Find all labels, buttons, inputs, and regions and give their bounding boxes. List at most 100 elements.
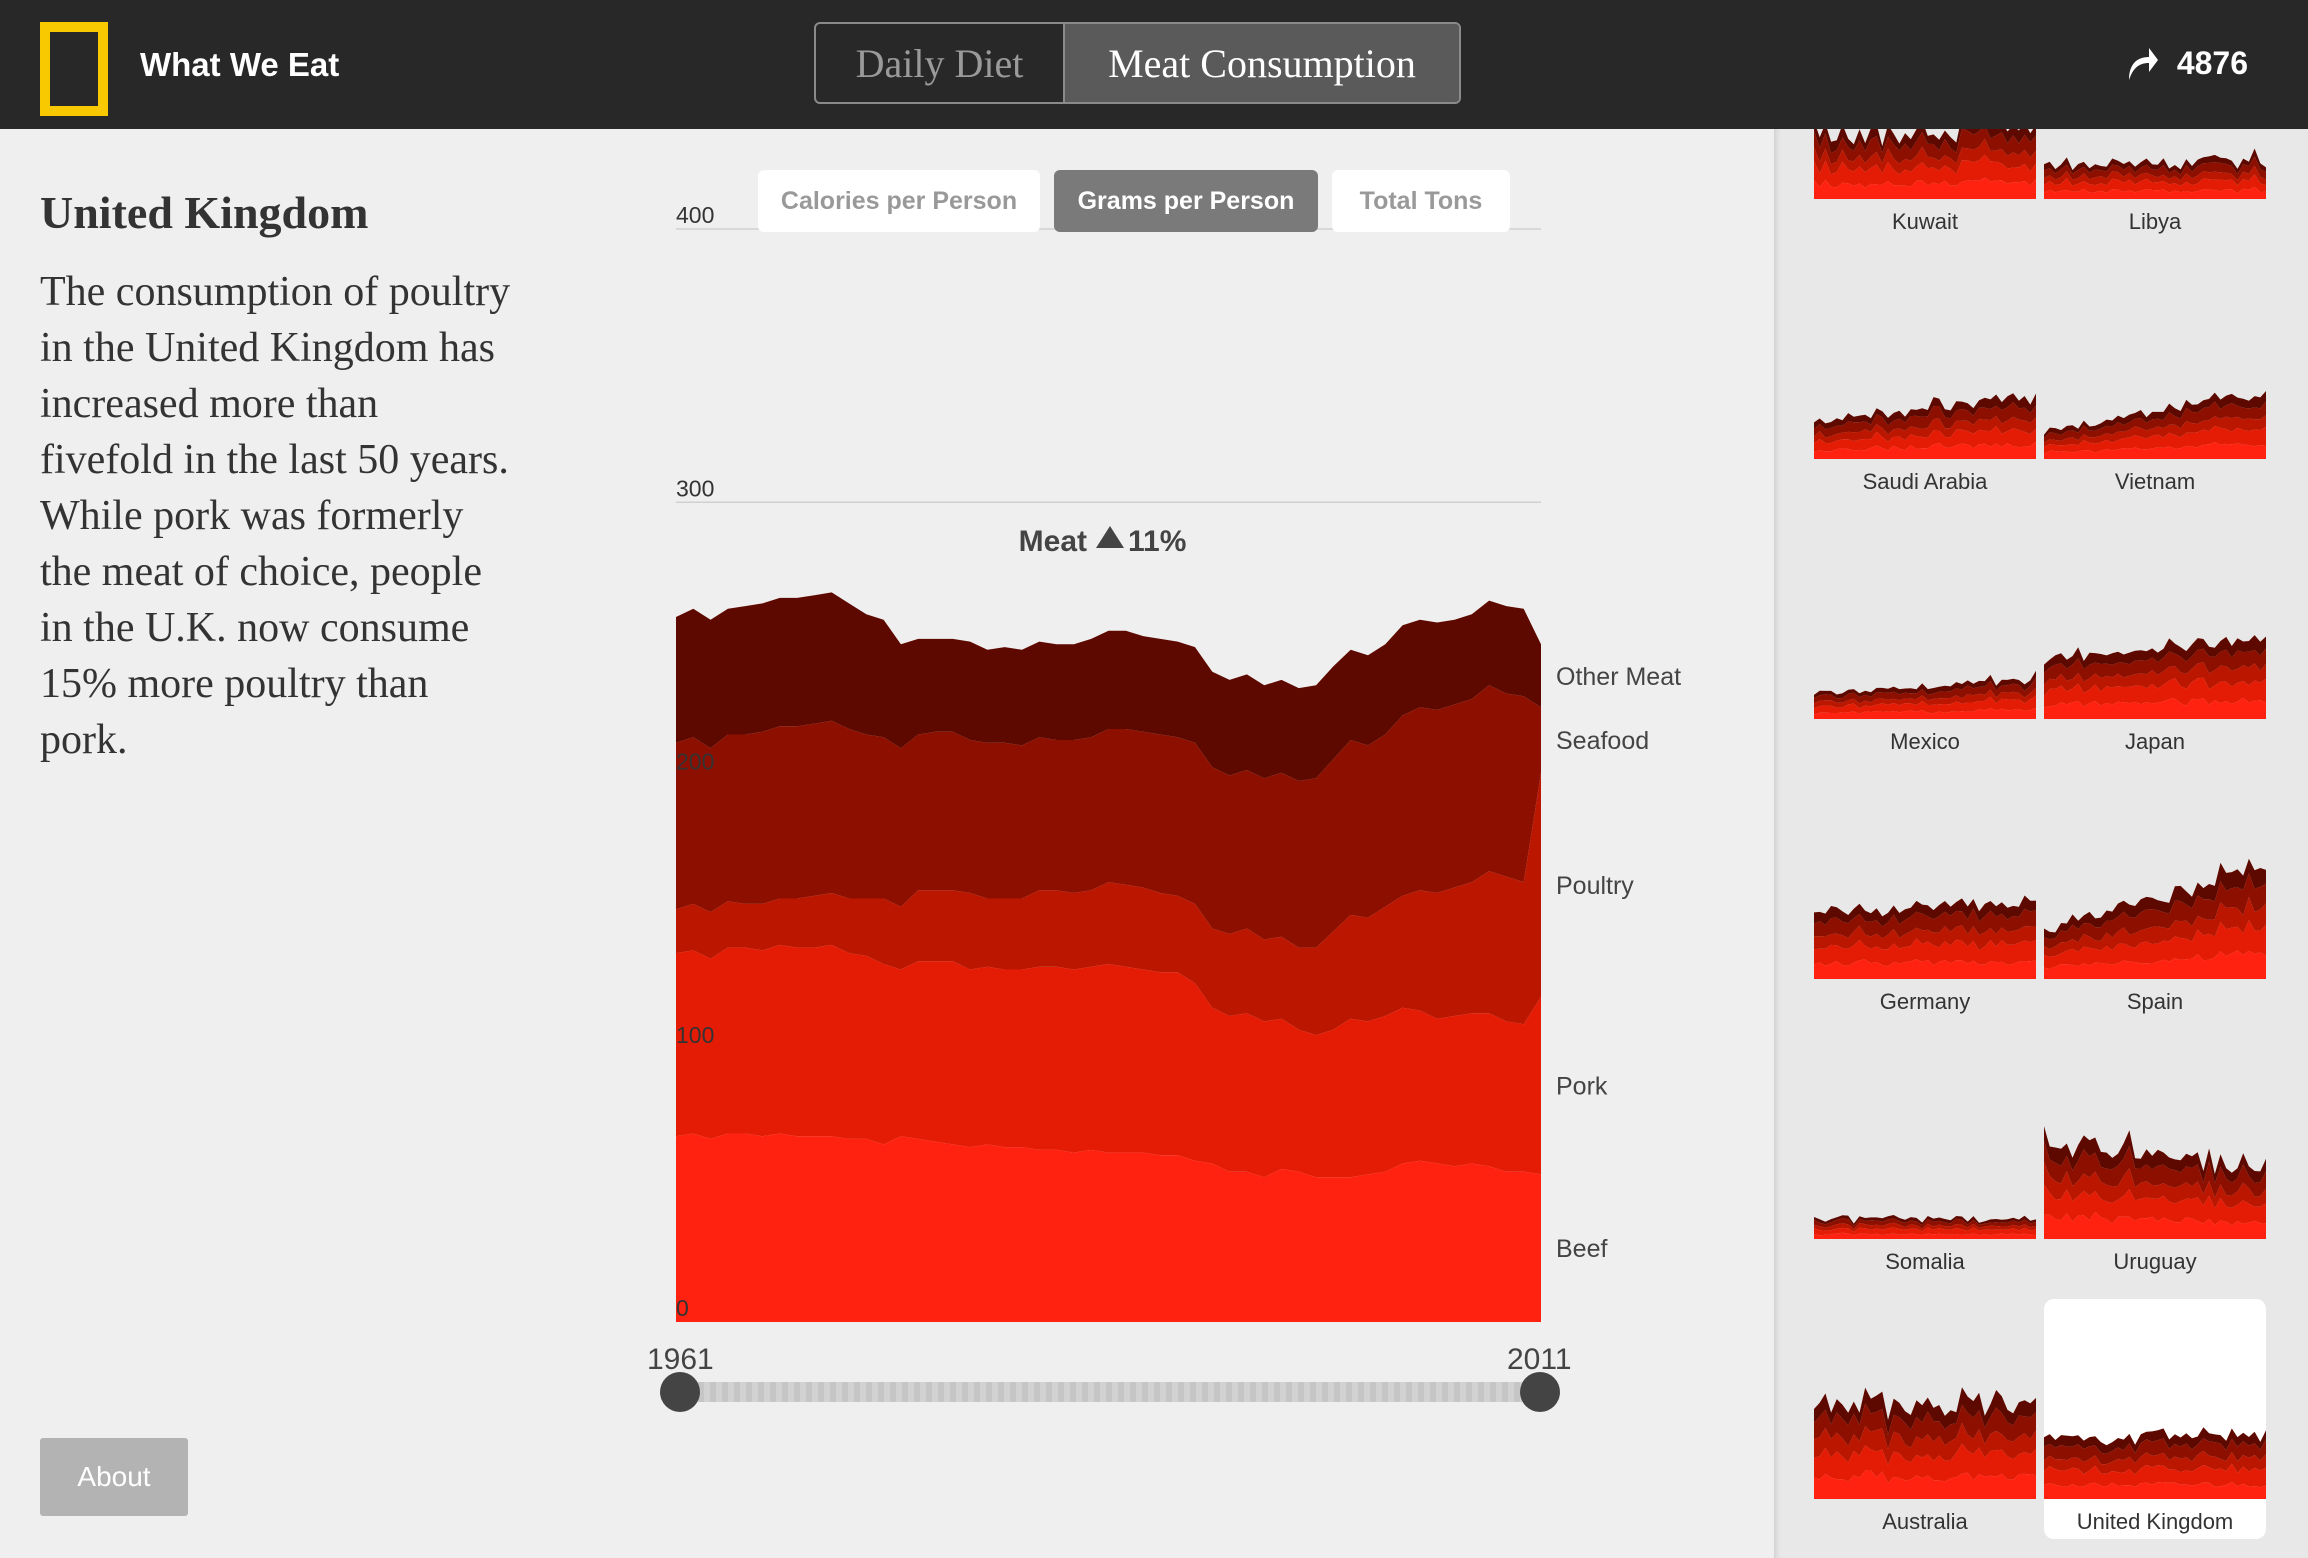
thumbnail-area bbox=[2044, 1450, 2266, 1475]
thumbnail-sparkline bbox=[2044, 635, 2266, 719]
thumbnail-area bbox=[1814, 129, 2036, 154]
thumbnail-sparkline bbox=[1814, 895, 2036, 979]
country-sidebar[interactable]: Kuwait Libya Saudi Arabia Vietnam Mexico Japa… bbox=[1774, 129, 2308, 1558]
thumbnail-area bbox=[2044, 442, 2266, 459]
y-tick-label: 200 bbox=[676, 749, 714, 775]
thumbnail-label: Kuwait bbox=[1891, 209, 1959, 234]
share-button[interactable]: 4876 bbox=[2125, 44, 2248, 82]
thumbnail-area bbox=[2044, 148, 2266, 175]
y-tick-label: 300 bbox=[676, 475, 714, 501]
thumbnail-sparkline bbox=[2044, 148, 2266, 199]
tab-daily-diet[interactable]: Daily Diet bbox=[816, 24, 1065, 102]
up-triangle-icon bbox=[1096, 526, 1124, 548]
tab-calories-per-person[interactable]: Calories per Person bbox=[758, 170, 1040, 232]
thumbnail-area bbox=[1814, 1443, 2036, 1484]
thumbnail-label: United Kingdom bbox=[2076, 1509, 2234, 1534]
slider-start-year: 1961 bbox=[647, 1343, 714, 1376]
tab-meat-consumption[interactable]: Meat Consumption bbox=[1065, 24, 1459, 102]
country-thumbnail[interactable]: Spain bbox=[2044, 779, 2266, 1019]
country-thumbnail[interactable]: Mexico bbox=[1814, 519, 2036, 759]
slider-end-handle[interactable] bbox=[1520, 1372, 1560, 1412]
thumbnail-area bbox=[1814, 677, 2036, 704]
thumbnail-label: Germany bbox=[1879, 989, 1971, 1014]
thumbnail-area bbox=[1814, 670, 2036, 699]
thumbnail-sparkline bbox=[2044, 391, 2266, 459]
thumbnail-area bbox=[1814, 1218, 2036, 1229]
thumbnail-area bbox=[1814, 1387, 2036, 1435]
thumbnail-area bbox=[1814, 1422, 2036, 1466]
thumbnail-label: Saudi Arabia bbox=[1862, 469, 1988, 494]
meat-consumption-chart: 0 100 200 300 400 Beef Pork Poultry Seafood Other… bbox=[676, 202, 1681, 1323]
slider-start-handle[interactable] bbox=[660, 1372, 700, 1412]
thumbnail-area bbox=[1814, 959, 2036, 979]
thumbnail-area bbox=[1814, 708, 2036, 719]
thumbnail-area bbox=[2044, 873, 2266, 950]
thumbnail-area bbox=[2044, 858, 2266, 940]
thumbnail-label: Somalia bbox=[1885, 1249, 1965, 1274]
country-thumbnail[interactable]: United Kingdom bbox=[2044, 1299, 2266, 1539]
country-thumbnail[interactable]: Australia bbox=[1814, 1299, 2036, 1539]
share-count: 4876 bbox=[2176, 44, 2248, 81]
country-thumbnail[interactable]: Libya bbox=[2044, 129, 2266, 239]
year-range-slider[interactable] bbox=[680, 1382, 1540, 1402]
thumbnail-area bbox=[2044, 1184, 2266, 1226]
thumbnail-label: Japan bbox=[2125, 729, 2185, 754]
change-value: 11% bbox=[1128, 525, 1186, 558]
thumbnail-area bbox=[2044, 156, 2266, 181]
thumbnail-area bbox=[1814, 154, 2036, 188]
thumbnail-area bbox=[1814, 1232, 2036, 1239]
mode-switch: Daily Diet Meat Consumption bbox=[814, 22, 1461, 104]
thumbnail-sparkline bbox=[1814, 1387, 2036, 1499]
country-thumbnail[interactable]: Germany bbox=[1814, 779, 2036, 1019]
series-label: Poultry bbox=[1556, 872, 1634, 900]
app-title: What We Eat bbox=[140, 46, 340, 83]
thumbnail-area bbox=[1814, 1222, 2036, 1232]
area-seafood[interactable] bbox=[676, 685, 1541, 948]
thumbnail-area bbox=[2044, 950, 2266, 979]
thumbnail-area bbox=[1814, 441, 2036, 459]
thumbnail-area bbox=[1814, 402, 2036, 438]
thumbnail-area bbox=[1814, 908, 2036, 939]
story-text: The consumption of poultry in the United… bbox=[40, 269, 511, 763]
area-other-meat[interactable] bbox=[676, 592, 1541, 781]
country-title: United Kingdom bbox=[40, 187, 369, 238]
thumbnail-area bbox=[2044, 1140, 2266, 1198]
country-thumbnail[interactable]: Japan bbox=[2044, 519, 2266, 759]
thumbnail-area bbox=[2044, 1438, 2266, 1465]
tab-grams-per-person[interactable]: Grams per Person bbox=[1054, 170, 1318, 232]
country-thumbnail[interactable]: Vietnam bbox=[2044, 259, 2266, 499]
country-thumbnail[interactable]: Somalia bbox=[1814, 1039, 2036, 1279]
thumbnail-area bbox=[1814, 695, 2036, 715]
national-geographic-logo[interactable] bbox=[40, 22, 108, 116]
thumbnail-sparkline bbox=[2044, 1126, 2266, 1239]
thumbnail-area bbox=[1814, 177, 2036, 199]
thumbnail-area bbox=[2044, 920, 2266, 969]
thumbnail-area bbox=[2044, 648, 2266, 685]
thumbnail-area bbox=[1814, 426, 2036, 452]
thumbnail-area bbox=[2044, 635, 2266, 674]
thumbnail-area bbox=[2044, 401, 2266, 443]
meat-change-annotation: Meat 11% bbox=[1019, 525, 1187, 558]
thumbnail-area bbox=[2044, 1482, 2266, 1499]
thumbnail-area bbox=[1814, 393, 2036, 430]
series-label: Pork bbox=[1556, 1073, 1608, 1101]
thumbnail-sparkline bbox=[1814, 1215, 2036, 1239]
thumbnail-area bbox=[2044, 697, 2266, 719]
country-thumbnail[interactable]: Uruguay bbox=[2044, 1039, 2266, 1279]
area-pork[interactable] bbox=[676, 944, 1541, 1178]
thumbnail-area bbox=[2044, 425, 2266, 454]
tab-total-tons[interactable]: Total Tons bbox=[1332, 170, 1510, 232]
country-thumbnail[interactable]: Saudi Arabia bbox=[1814, 259, 2036, 499]
thumbnail-area bbox=[1814, 1215, 2036, 1226]
thumbnail-area bbox=[2044, 1161, 2266, 1209]
country-thumbnail[interactable]: Kuwait bbox=[1814, 129, 2036, 239]
thumbnail-label: Australia bbox=[1882, 1509, 1968, 1534]
y-tick-label: 100 bbox=[676, 1022, 714, 1048]
thumbnail-sparkline bbox=[2044, 858, 2266, 979]
about-button[interactable]: About bbox=[40, 1438, 188, 1516]
thumbnail-area bbox=[2044, 415, 2266, 447]
slider-end-year: 2011 bbox=[1507, 1343, 1572, 1376]
area-poultry[interactable] bbox=[676, 772, 1541, 1036]
thumbnail-area bbox=[2044, 677, 2266, 708]
area-beef[interactable] bbox=[676, 1133, 1541, 1323]
